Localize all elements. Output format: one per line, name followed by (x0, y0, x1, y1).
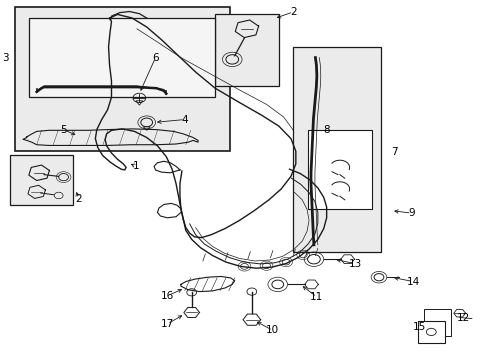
Text: 7: 7 (390, 147, 397, 157)
Text: 9: 9 (407, 208, 414, 218)
Text: 6: 6 (152, 53, 159, 63)
Bar (424, 309, 450, 336)
Bar (215, 14, 278, 86)
Text: 1: 1 (132, 161, 139, 171)
Text: 3: 3 (2, 53, 9, 63)
Text: 2: 2 (75, 194, 81, 204)
Text: 15: 15 (412, 322, 426, 332)
Text: 5: 5 (60, 125, 67, 135)
Text: 12: 12 (456, 312, 469, 323)
Text: 4: 4 (181, 114, 188, 125)
Text: 11: 11 (309, 292, 323, 302)
Bar (417, 321, 444, 343)
Bar (307, 130, 371, 209)
Text: 14: 14 (406, 276, 419, 287)
Bar (293, 47, 381, 252)
Text: 13: 13 (347, 258, 361, 269)
Text: 16: 16 (160, 291, 174, 301)
Bar (29, 18, 215, 97)
Text: 10: 10 (266, 325, 279, 336)
Text: 17: 17 (160, 319, 174, 329)
Text: 2: 2 (289, 7, 296, 17)
Text: 8: 8 (323, 125, 329, 135)
Bar (10, 155, 73, 205)
Bar (15, 7, 229, 151)
